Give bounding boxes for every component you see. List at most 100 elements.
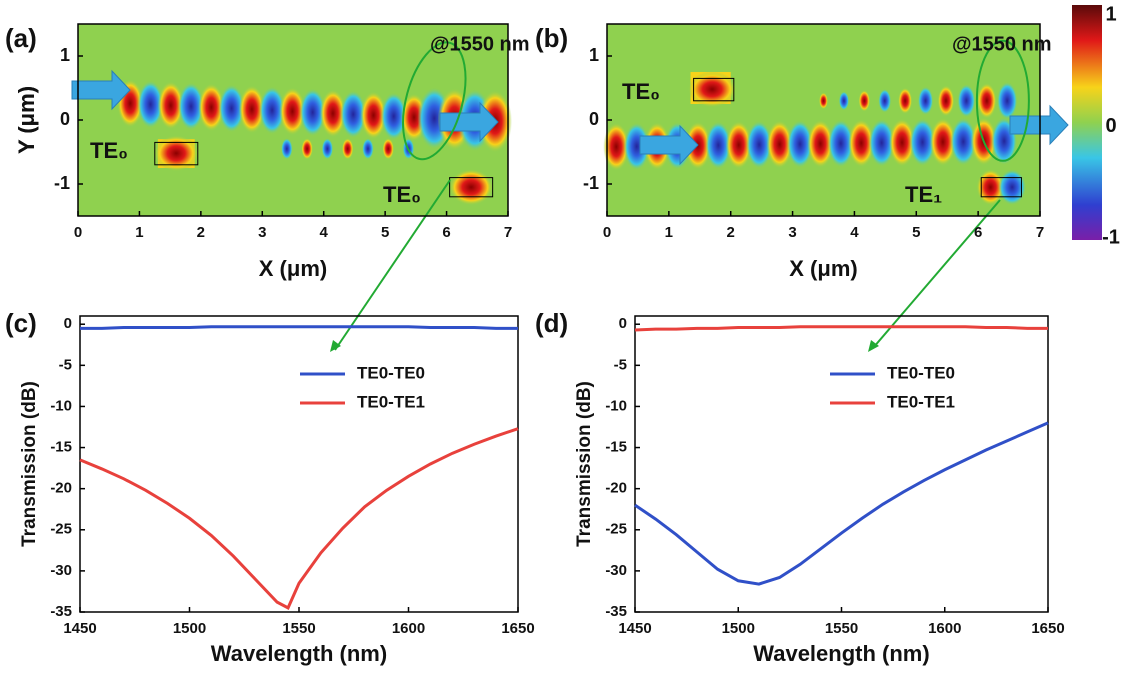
- y-tick-label: -20: [605, 480, 627, 497]
- field-lobe: [178, 82, 205, 131]
- pointer-head: [868, 340, 879, 352]
- x-tick-label: 1500: [722, 620, 755, 637]
- annotation: TE₀: [383, 182, 421, 207]
- x-tick-label: 1: [665, 224, 673, 241]
- field-lobe: [957, 84, 976, 118]
- field-lobe: [929, 117, 956, 166]
- series-line: [80, 325, 518, 330]
- field-lobe: [279, 87, 306, 136]
- field-lobe: [360, 91, 387, 140]
- field-lobe: [341, 138, 354, 160]
- highlight: [402, 41, 467, 161]
- y-tick-label: 0: [64, 315, 72, 332]
- colorbar-tick-label: 1: [1105, 3, 1116, 25]
- y-tick-label: -35: [605, 603, 627, 620]
- y-tick-label: 0: [589, 109, 599, 129]
- field-lobe: [362, 138, 374, 160]
- legend-label: TE0-TE0: [887, 363, 955, 382]
- panel-label: (d): [535, 308, 568, 338]
- x-tick-label: 2: [197, 224, 205, 241]
- legend-label: TE0-TE1: [357, 392, 425, 411]
- plot-frame: [79, 315, 519, 613]
- field-lobe: [858, 90, 871, 112]
- y-tick-label: 1: [60, 45, 70, 65]
- annotation: @1550 nm: [952, 33, 1052, 55]
- x-tick-label: 1650: [1031, 620, 1064, 637]
- arrow: [1009, 104, 1069, 146]
- field-lobe: [603, 122, 630, 171]
- x-tick-label: 4: [850, 224, 859, 241]
- pointer: [334, 179, 451, 351]
- y-tick-label: -1: [583, 173, 599, 193]
- y-tick-label: 0: [60, 109, 70, 129]
- x-tick-label: 1600: [392, 620, 425, 637]
- y-tick-label: 0: [619, 315, 627, 332]
- mode-box: [693, 77, 735, 102]
- field-lobe: [198, 83, 225, 132]
- y-tick-label: -20: [50, 480, 72, 497]
- field-lobe: [321, 138, 334, 160]
- mode-box: [980, 177, 1022, 198]
- x-tick-label: 4: [320, 224, 329, 241]
- field-lobe: [786, 120, 813, 169]
- x-axis-label: Wavelength (nm): [753, 641, 929, 666]
- x-axis-label: X (μm): [789, 256, 857, 281]
- y-tick-label: -25: [50, 521, 72, 538]
- field-lobe: [996, 81, 1018, 120]
- y-tick-label: -15: [605, 439, 627, 456]
- field-lobe: [766, 120, 793, 169]
- field-lobe: [937, 85, 955, 117]
- arrow: [639, 124, 699, 166]
- field-lobe: [878, 88, 892, 113]
- y-tick-label: -1: [54, 173, 70, 193]
- x-tick-label: 5: [912, 224, 920, 241]
- field-lobe: [838, 91, 850, 111]
- field-lobe: [818, 92, 829, 110]
- pointer: [872, 199, 1001, 349]
- y-tick-label: -35: [50, 603, 72, 620]
- mode-box: [449, 177, 494, 198]
- field-lobe: [898, 87, 913, 114]
- panel-label: (b): [535, 23, 568, 53]
- x-tick-label: 3: [258, 224, 266, 241]
- x-tick-label: 1: [135, 224, 143, 241]
- x-tick-label: 1450: [63, 620, 96, 637]
- x-tick-label: 1450: [618, 620, 651, 637]
- y-tick-label: -10: [50, 397, 72, 414]
- field-lobe: [977, 82, 997, 119]
- x-tick-label: 6: [442, 224, 450, 241]
- field-lobe: [137, 80, 164, 129]
- x-tick-label: 6: [974, 224, 982, 241]
- arrow: [439, 101, 499, 143]
- colorbar-tick-label: -1: [1102, 226, 1120, 248]
- legend-label: TE0-TE0: [357, 363, 425, 382]
- x-tick-label: 1600: [928, 620, 961, 637]
- series-line: [634, 421, 1049, 586]
- field-lobe: [238, 85, 265, 134]
- x-axis-label: X (μm): [259, 256, 327, 281]
- field-lobe: [623, 122, 650, 171]
- field-lobe: [725, 120, 752, 169]
- x-tick-label: 1500: [173, 620, 206, 637]
- field-lobe: [157, 81, 184, 130]
- y-tick-label: 1: [589, 45, 599, 65]
- y-tick-label: -10: [605, 397, 627, 414]
- x-tick-label: 3: [788, 224, 796, 241]
- field-lobe: [299, 88, 326, 137]
- colorbar: [1072, 5, 1102, 240]
- panel-label: (c): [5, 308, 37, 338]
- y-axis-label: Y (μm): [14, 86, 39, 154]
- mode-field: [976, 169, 1005, 206]
- mode-box: [154, 141, 199, 166]
- x-tick-label: 2: [727, 224, 735, 241]
- annotation: TE₁: [905, 182, 942, 207]
- x-tick-label: 0: [603, 224, 611, 241]
- x-tick-label: 1550: [825, 620, 858, 637]
- plot-frame: [634, 315, 1049, 613]
- y-axis-label: Transmission (dB): [574, 381, 595, 547]
- x-tick-label: 0: [74, 224, 82, 241]
- field-lobe: [917, 86, 934, 116]
- mode-field: [998, 169, 1027, 206]
- y-tick-label: -30: [50, 562, 72, 579]
